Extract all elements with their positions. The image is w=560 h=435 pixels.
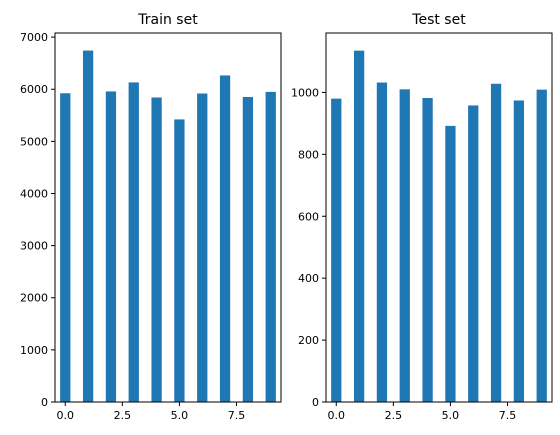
train-set-bar-2 — [105, 91, 117, 403]
train-set-x-tick-label: 0.0 — [57, 409, 75, 422]
test-set-bar-6 — [468, 105, 479, 402]
train-set-bar-6 — [197, 93, 208, 403]
test-set-bar-1 — [353, 50, 365, 403]
test-set-bar-7 — [490, 83, 502, 403]
test-set-bar-3 — [399, 89, 410, 402]
train-set-title: Train set — [137, 12, 198, 28]
test-set-y-tick-label: 600 — [298, 210, 319, 223]
test-set-y-tick-label: 0 — [312, 396, 319, 409]
test-set-y-tick-label: 800 — [298, 148, 319, 161]
train-set-bar-5 — [174, 119, 185, 403]
test-set-x-tick-label: 5.0 — [442, 409, 460, 422]
train-set-x-tick-label: 5.0 — [171, 409, 189, 422]
train-set-bar-0 — [60, 93, 71, 402]
test-set-axes: Test set 0 200 400 600 800 1000 0.0 2.5 5.0 7.5 — [291, 12, 553, 422]
test-set-bar-2 — [376, 82, 388, 402]
test-set-y-ticks: 0 200 400 600 800 1000 — [291, 86, 326, 409]
train-set-bar-7 — [219, 75, 231, 403]
test-set-bars — [331, 50, 547, 403]
test-set-x-tick-label: 2.5 — [385, 409, 403, 422]
train-set-bar-9 — [265, 91, 276, 403]
train-set-y-tick-label: 0 — [41, 396, 48, 409]
train-set-y-tick-label: 6000 — [20, 83, 48, 96]
test-set-bar-8 — [513, 100, 525, 402]
test-set-bar-4 — [422, 98, 433, 402]
train-set-bar-1 — [82, 50, 94, 402]
test-set-bar-9 — [536, 89, 547, 403]
test-set-x-tick-label: 0.0 — [328, 409, 346, 422]
train-set-bar-4 — [151, 97, 162, 402]
test-set-y-tick-label: 200 — [298, 334, 319, 347]
train-set-frame — [54, 32, 282, 403]
test-set-x-tick-label: 7.5 — [499, 409, 517, 422]
train-set-x-tick-label: 2.5 — [114, 409, 132, 422]
train-set-bars — [60, 50, 276, 403]
train-set-bar-8 — [242, 97, 254, 402]
train-set-axes: Train set 01000200030004000500060007000 … — [20, 12, 282, 422]
train-set-y-tick-label: 3000 — [20, 240, 48, 253]
train-set-x-tick-label: 7.5 — [228, 409, 246, 422]
test-set-y-tick-label: 400 — [298, 272, 319, 285]
train-set-x-ticks: 0.0 2.5 5.0 7.5 — [57, 402, 246, 422]
test-set-bar-0 — [331, 98, 342, 402]
test-set-bar-5 — [445, 125, 456, 403]
test-set-frame — [325, 32, 553, 403]
train-set-y-tick-label: 5000 — [20, 135, 48, 148]
train-set-y-tick-label: 7000 — [20, 31, 48, 44]
test-set-title: Test set — [411, 12, 466, 28]
train-set-y-tick-label: 4000 — [20, 187, 48, 200]
train-set-y-tick-label: 2000 — [20, 292, 48, 305]
train-set-y-ticks: 0 1000 2000 3000 4000 5000 6000 7000 — [20, 31, 55, 409]
train-set-y-tick-label: 1000 — [20, 344, 48, 357]
test-set-y-tick-label: 1000 — [291, 86, 319, 99]
train-set-bar-3 — [128, 82, 139, 403]
test-set-x-ticks: 0.0 2.5 5.0 7.5 — [328, 402, 517, 422]
